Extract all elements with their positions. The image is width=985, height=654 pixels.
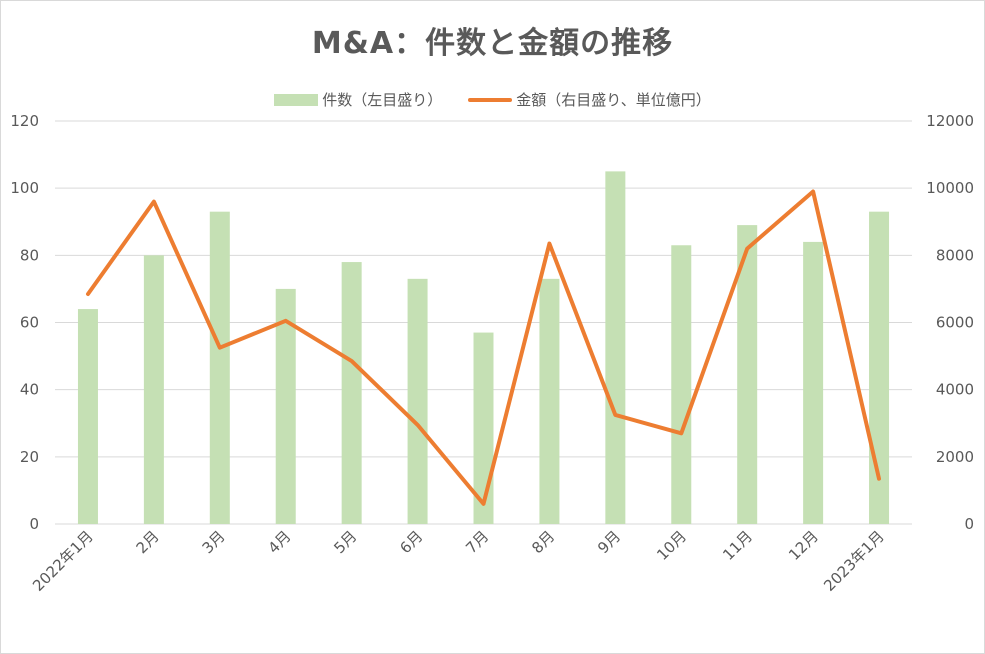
y-right-tick-label: 8000: [936, 246, 974, 264]
y-right-tick-label: 12000: [926, 112, 974, 130]
x-tick-label: 6月: [396, 527, 426, 557]
bar: [341, 262, 362, 524]
legend-label-amount: 金額（右目盛り、単位億円）: [516, 91, 711, 109]
x-tick-label: 11月: [719, 527, 756, 564]
x-tick-label: 5月: [330, 527, 360, 557]
legend-item-count: 件数（左目盛り）: [274, 89, 442, 110]
y-right-tick-label: 4000: [936, 381, 974, 399]
x-tick-label: 4月: [264, 527, 294, 557]
y-left-tick-label: 120: [10, 112, 39, 130]
x-tick-label: 12月: [785, 527, 822, 564]
y-left-tick-label: 0: [29, 515, 39, 533]
x-tick-label: 10月: [653, 527, 690, 564]
x-tick-label: 3月: [199, 527, 229, 557]
bar: [671, 245, 692, 524]
x-tick-label: 9月: [594, 527, 624, 557]
legend-swatch-bar: [274, 93, 319, 106]
bar: [209, 211, 230, 525]
bar: [605, 171, 626, 524]
legend: 件数（左目盛り） 金額（右目盛り、単位億円）: [0, 89, 985, 110]
y-right-tick-label: 2000: [936, 448, 974, 466]
bar: [275, 288, 296, 524]
legend-item-amount: 金額（右目盛り、単位億円）: [468, 89, 711, 110]
x-tick-label: 7月: [462, 527, 492, 557]
bar: [143, 255, 164, 525]
x-tick-label: 2022年1月: [29, 527, 97, 595]
y-left-tick-label: 100: [10, 179, 39, 197]
x-tick-label: 2023年1月: [820, 527, 888, 595]
legend-label-count: 件数（左目盛り）: [322, 91, 443, 109]
legend-swatch-line: [468, 97, 513, 102]
y-left-tick-label: 20: [20, 448, 39, 466]
x-tick-label: 2月: [133, 527, 163, 557]
bar: [407, 278, 428, 524]
chart-title: M&A：件数と金額の推移: [311, 26, 674, 61]
bar: [869, 211, 890, 525]
bar: [737, 225, 758, 524]
x-tick-label: 8月: [528, 527, 558, 557]
y-right-tick-label: 10000: [926, 179, 974, 197]
bar: [803, 241, 824, 524]
y-right-tick-label: 6000: [936, 314, 974, 332]
y-left-tick-label: 60: [20, 314, 39, 332]
bar: [539, 278, 560, 524]
y-left-tick-label: 40: [20, 381, 39, 399]
y-left-tick-label: 80: [20, 246, 39, 264]
y-right-tick-label: 0: [964, 515, 974, 533]
bar: [77, 309, 98, 524]
